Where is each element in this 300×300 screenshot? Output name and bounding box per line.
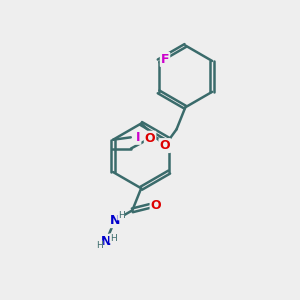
Text: F: F (161, 53, 169, 66)
Text: N: N (100, 235, 111, 248)
Text: H: H (110, 234, 117, 243)
Text: O: O (151, 200, 161, 212)
Text: H: H (96, 241, 103, 250)
Text: N: N (110, 214, 120, 227)
Text: I: I (136, 131, 140, 144)
Text: O: O (159, 139, 170, 152)
Text: H: H (118, 211, 124, 220)
Text: O: O (145, 132, 155, 145)
